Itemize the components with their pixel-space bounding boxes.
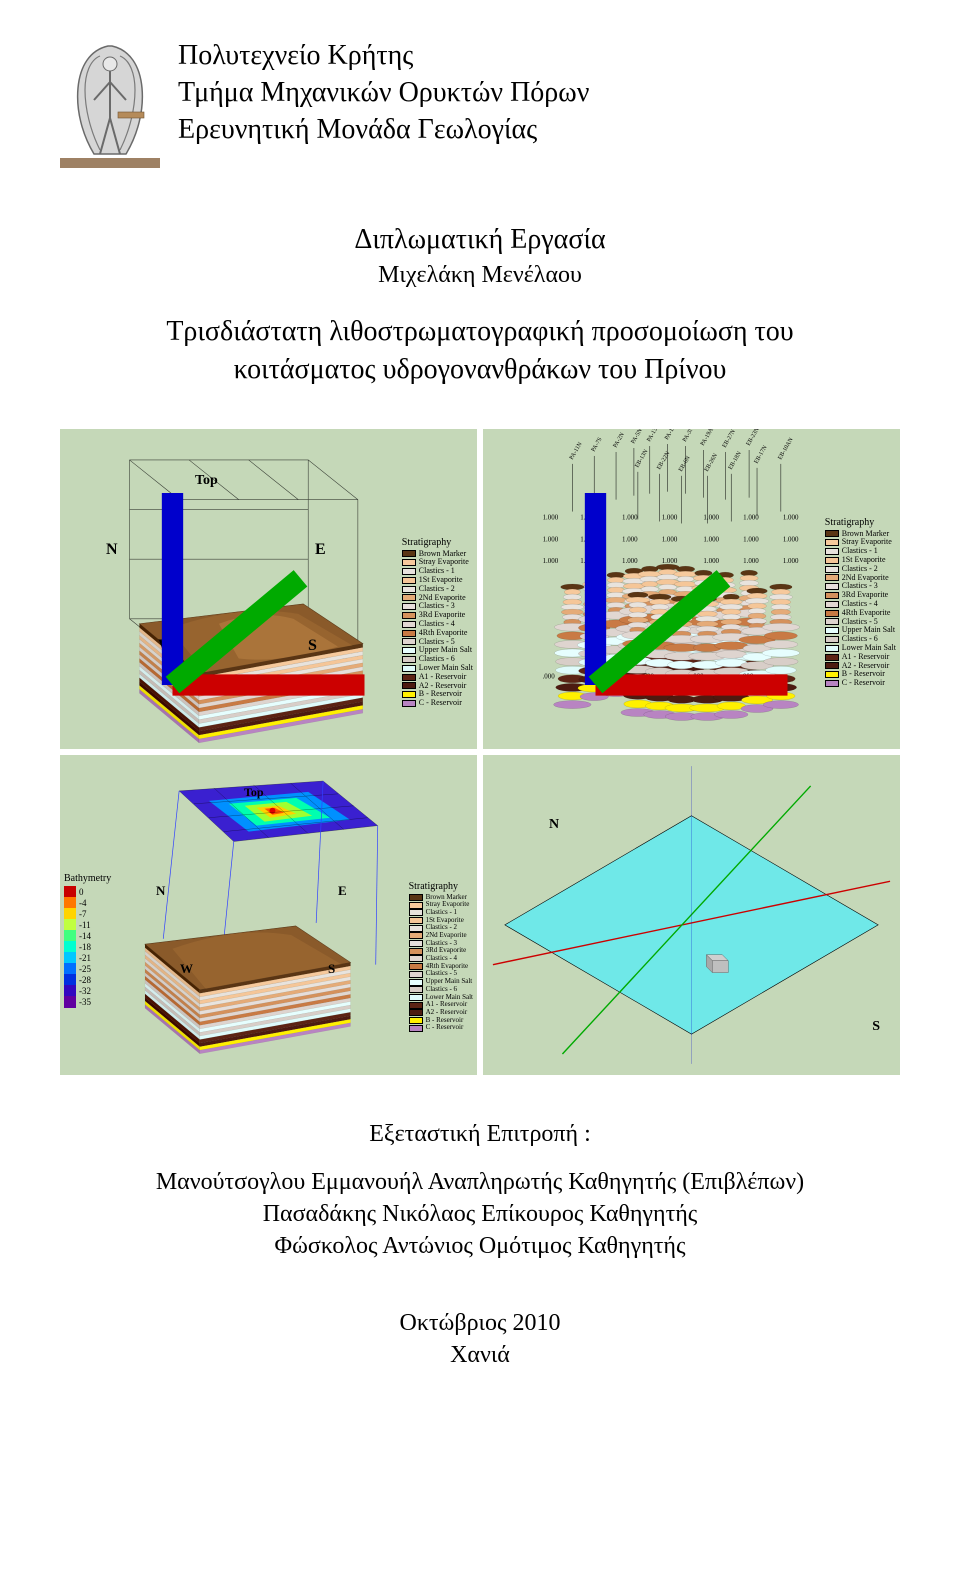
compass-s: S — [328, 961, 335, 977]
thesis-title: Τρισδιάστατη λιθοστρωματογραφική προσομο… — [60, 313, 900, 389]
member-1: Μανούτσογλου Εμμανουήλ Αναπληρωτής Καθηγ… — [60, 1166, 900, 1198]
title-line2: κοιτάσματος υδρογονανθράκων του Πρίνου — [60, 351, 900, 389]
compass-s: S — [872, 1019, 880, 1035]
top-label-2: Top — [244, 785, 264, 800]
strat-legend-3: StratigraphyBrown MarkerStray EvaporiteC… — [409, 881, 473, 1032]
page-header: Πολυτεχνείο Κρήτης Τμήμα Μηχανικών Ορυκτ… — [60, 38, 900, 168]
member-3: Φώσκολος Αντώνιος Ομότιμος Καθηγητής — [60, 1230, 900, 1262]
compass-n: N — [156, 883, 165, 899]
axes-gizmo-icon — [60, 429, 477, 749]
compass-n: N — [549, 817, 559, 833]
inst-line3: Ερευνητική Μονάδα Γεωλογίας — [178, 112, 589, 149]
author-name: Μιχελάκη Μενέλαου — [60, 262, 900, 289]
inst-line1: Πολυτεχνείο Κρήτης — [178, 38, 589, 75]
committee-members: Μανούτσογλου Εμμανουήλ Αναπληρωτής Καθηγ… — [60, 1166, 900, 1263]
panel-wells: PA-11NPA-7SPA-2NPA-5NPA-13NPA-12NPA-3NPA… — [483, 429, 900, 749]
member-2: Πασαδάκης Νικόλαος Επίκουρος Καθηγητής — [60, 1198, 900, 1230]
axes-gizmo-icon — [483, 429, 900, 749]
page-footer: Οκτώβριος 2010 Χανιά — [60, 1307, 900, 1372]
institution-logo — [60, 38, 160, 168]
committee-heading: Εξεταστική Επιτροπή : — [60, 1121, 900, 1148]
compass-e: E — [338, 883, 347, 899]
compass-w: W — [180, 961, 193, 977]
bathymetry-legend: Bathymetry0-4-7-11-14-18-21-25-28-32-35 — [64, 873, 111, 1007]
panel-3d-block: N E W S Top StratigraphyBrown MarkerStra… — [60, 429, 477, 749]
institution-text: Πολυτεχνείο Κρήτης Τμήμα Μηχανικών Ορυκτ… — [178, 38, 589, 149]
thesis-heading-block: Διπλωματική Εργασία Μιχελάκη Μενέλαου — [60, 224, 900, 289]
inst-line2: Τμήμα Μηχανικών Ορυκτών Πόρων — [178, 75, 589, 112]
panel-plane: N S — [483, 755, 900, 1075]
panel-bathymetry: Top N E W S Bathymetry0-4-7-11-14-18-21-… — [60, 755, 477, 1075]
thesis-type: Διπλωματική Εργασία — [60, 224, 900, 256]
figure-grid: N E W S Top StratigraphyBrown MarkerStra… — [60, 429, 900, 1075]
title-line1: Τρισδιάστατη λιθοστρωματογραφική προσομο… — [60, 313, 900, 351]
footer-date: Οκτώβριος 2010 — [60, 1307, 900, 1339]
footer-place: Χανιά — [60, 1339, 900, 1371]
